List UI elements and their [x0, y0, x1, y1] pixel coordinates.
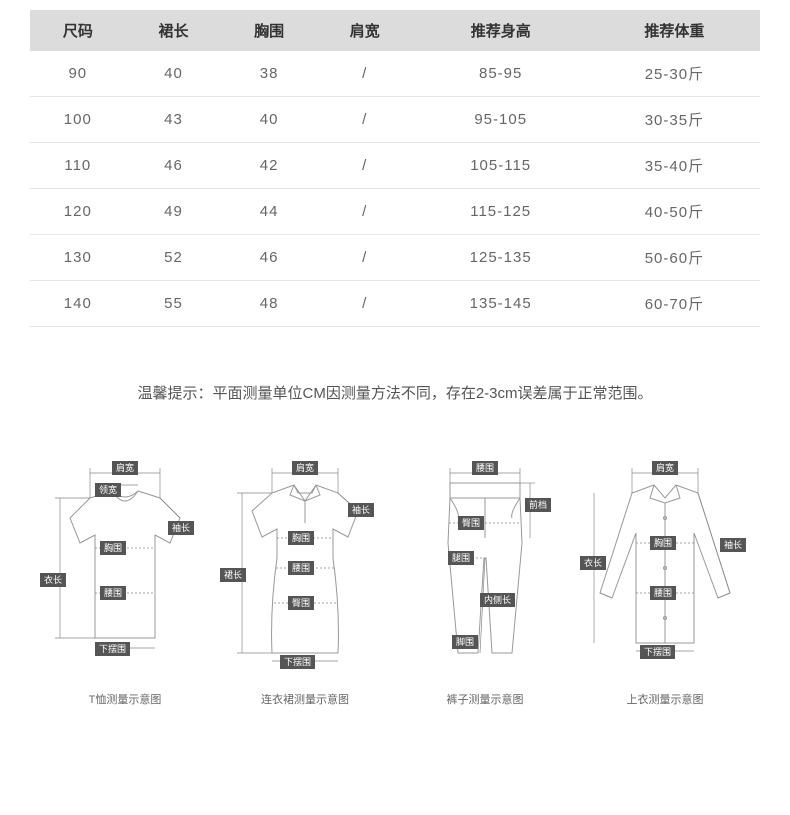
- label-sleeve: 袖长: [720, 538, 746, 552]
- label-waist: 腰围: [472, 461, 498, 475]
- table-cell: 49: [126, 189, 222, 235]
- table-cell: /: [317, 235, 413, 281]
- table-cell: 30-35斤: [589, 97, 760, 143]
- table-cell: 48: [221, 281, 317, 327]
- diagram-dress: 肩宽 袖长 胸围 裙长 腰围 臀围 下摆围 连衣裙测量示意图: [215, 443, 395, 707]
- label-waist: 腰围: [288, 561, 314, 575]
- table-cell: 25-30斤: [589, 51, 760, 97]
- table-row: 1004340/95-10530-35斤: [30, 97, 760, 143]
- table-cell: 105-115: [413, 143, 589, 189]
- table-cell: 46: [221, 235, 317, 281]
- table-cell: 40: [126, 51, 222, 97]
- table-cell: 55: [126, 281, 222, 327]
- label-shoulder: 肩宽: [292, 461, 318, 475]
- table-cell: 135-145: [413, 281, 589, 327]
- table-cell: 46: [126, 143, 222, 189]
- table-cell: 40-50斤: [589, 189, 760, 235]
- col-header: 尺码: [30, 10, 126, 51]
- label-shoulder: 肩宽: [652, 461, 678, 475]
- table-cell: 50-60斤: [589, 235, 760, 281]
- col-header: 肩宽: [317, 10, 413, 51]
- label-sleeve: 袖长: [348, 503, 374, 517]
- table-cell: 100: [30, 97, 126, 143]
- col-header: 推荐身高: [413, 10, 589, 51]
- table-cell: /: [317, 97, 413, 143]
- label-thigh: 腿围: [448, 551, 474, 565]
- label-waist: 腰围: [650, 586, 676, 600]
- table-cell: 115-125: [413, 189, 589, 235]
- label-chest: 胸围: [288, 531, 314, 545]
- label-inseam: 内侧长: [480, 593, 515, 607]
- diagram-tshirt: 肩宽 领宽 袖长 胸围 衣长 腰围 下摆围 T恤测量示意图: [35, 443, 215, 707]
- label-length: 衣长: [40, 573, 66, 587]
- table-cell: 110: [30, 143, 126, 189]
- diagram-caption: 上衣测量示意图: [627, 691, 704, 707]
- label-shoulder: 肩宽: [112, 461, 138, 475]
- table-cell: 140: [30, 281, 126, 327]
- table-cell: 90: [30, 51, 126, 97]
- measurement-diagrams: 肩宽 领宽 袖长 胸围 衣长 腰围 下摆围 T恤测量示意图: [30, 443, 760, 707]
- table-row: 904038/85-9525-30斤: [30, 51, 760, 97]
- table-row: 1405548/135-14560-70斤: [30, 281, 760, 327]
- label-collar: 领宽: [95, 483, 121, 497]
- label-length: 裙长: [220, 568, 246, 582]
- measurement-hint: 温馨提示：平面测量单位CM因测量方法不同，存在2-3cm误差属于正常范围。: [30, 382, 760, 403]
- size-table: 尺码 裙长 胸围 肩宽 推荐身高 推荐体重 904038/85-9525-30斤…: [30, 10, 760, 327]
- table-cell: /: [317, 189, 413, 235]
- table-cell: 120: [30, 189, 126, 235]
- diagram-caption: T恤测量示意图: [89, 691, 162, 707]
- label-length: 衣长: [580, 556, 606, 570]
- label-hem: 下摆围: [280, 655, 315, 669]
- table-cell: 95-105: [413, 97, 589, 143]
- table-cell: /: [317, 143, 413, 189]
- table-cell: 43: [126, 97, 222, 143]
- table-cell: 38: [221, 51, 317, 97]
- table-cell: 44: [221, 189, 317, 235]
- table-row: 1305246/125-13550-60斤: [30, 235, 760, 281]
- label-hip: 臀围: [458, 516, 484, 530]
- diagram-caption: 连衣裙测量示意图: [261, 691, 349, 707]
- table-cell: 35-40斤: [589, 143, 760, 189]
- label-ankle: 脚围: [452, 635, 478, 649]
- col-header: 裙长: [126, 10, 222, 51]
- label-front: 前档: [525, 498, 551, 512]
- table-cell: 130: [30, 235, 126, 281]
- table-row: 1104642/105-11535-40斤: [30, 143, 760, 189]
- label-hem: 下摆围: [640, 645, 675, 659]
- table-cell: 125-135: [413, 235, 589, 281]
- diagram-caption: 裤子测量示意图: [447, 691, 524, 707]
- table-cell: 60-70斤: [589, 281, 760, 327]
- table-header-row: 尺码 裙长 胸围 肩宽 推荐身高 推荐体重: [30, 10, 760, 51]
- label-sleeve: 袖长: [168, 521, 194, 535]
- label-hip: 臀围: [288, 596, 314, 610]
- table-cell: 40: [221, 97, 317, 143]
- col-header: 胸围: [221, 10, 317, 51]
- table-cell: 42: [221, 143, 317, 189]
- label-hem: 下摆围: [95, 642, 130, 656]
- col-header: 推荐体重: [589, 10, 760, 51]
- label-waist: 腰围: [100, 586, 126, 600]
- table-cell: /: [317, 281, 413, 327]
- table-cell: 52: [126, 235, 222, 281]
- table-cell: /: [317, 51, 413, 97]
- label-chest: 胸围: [650, 536, 676, 550]
- diagram-pants: 腰围 前档 臀围 腿围 内侧长 脚围 裤子测量示意图: [395, 443, 575, 707]
- diagram-shirt: 肩宽 袖长 胸围 衣长 腰围 下摆围 上衣测量示意图: [575, 443, 755, 707]
- label-chest: 胸围: [100, 541, 126, 555]
- table-row: 1204944/115-12540-50斤: [30, 189, 760, 235]
- table-cell: 85-95: [413, 51, 589, 97]
